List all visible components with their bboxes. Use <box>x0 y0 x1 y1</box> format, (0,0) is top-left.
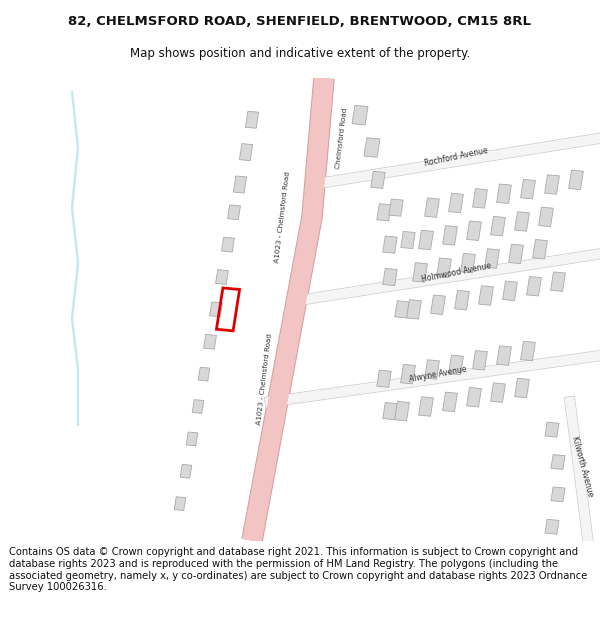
Bar <box>437 258 451 278</box>
Bar <box>395 401 409 421</box>
Bar <box>227 205 241 219</box>
Text: A1023 - Chelmsford Road: A1023 - Chelmsford Road <box>256 332 272 425</box>
Bar <box>515 212 529 231</box>
Bar <box>383 268 397 286</box>
Bar <box>503 281 517 301</box>
Text: Contains OS data © Crown copyright and database right 2021. This information is : Contains OS data © Crown copyright and d… <box>9 548 587 592</box>
Bar <box>180 464 192 478</box>
Bar <box>383 236 397 253</box>
Bar <box>209 302 223 317</box>
Bar <box>467 388 481 407</box>
Bar <box>497 184 511 204</box>
Bar <box>215 269 229 284</box>
Bar <box>245 111 259 128</box>
Bar <box>533 239 547 259</box>
Bar <box>569 170 583 189</box>
Text: 82, CHELMSFORD ROAD, SHENFIELD, BRENTWOOD, CM15 8RL: 82, CHELMSFORD ROAD, SHENFIELD, BRENTWOO… <box>68 16 532 28</box>
Bar <box>389 199 403 216</box>
Bar <box>407 299 421 319</box>
Bar <box>371 171 385 189</box>
Bar <box>431 295 445 314</box>
Bar <box>467 221 481 241</box>
Bar <box>395 301 409 318</box>
Bar <box>449 355 463 374</box>
Bar <box>377 204 391 221</box>
Bar <box>491 216 505 236</box>
Bar <box>545 519 559 534</box>
Bar <box>364 138 380 158</box>
Bar <box>383 402 397 420</box>
Bar <box>485 249 499 268</box>
Bar <box>461 253 475 273</box>
Bar <box>551 454 565 469</box>
Bar <box>203 334 217 349</box>
Bar <box>449 193 463 213</box>
Bar <box>239 144 253 161</box>
Bar <box>192 399 204 413</box>
Bar <box>479 286 493 305</box>
Bar <box>521 341 535 361</box>
Bar <box>443 392 457 412</box>
Text: Rochford Avenue: Rochford Avenue <box>424 146 488 168</box>
Bar <box>539 207 553 227</box>
Text: Chelmsford Road: Chelmsford Road <box>335 107 349 169</box>
Bar <box>515 378 529 398</box>
Bar <box>455 291 469 310</box>
Bar <box>425 360 439 379</box>
Bar <box>551 487 565 502</box>
Bar <box>425 198 439 217</box>
Bar <box>413 262 427 282</box>
Bar <box>401 364 415 384</box>
Bar <box>509 244 523 264</box>
Bar <box>527 276 541 296</box>
Bar <box>551 272 565 291</box>
Bar <box>198 368 210 381</box>
Bar <box>401 231 415 249</box>
Text: Alwyne Avenue: Alwyne Avenue <box>409 364 467 384</box>
Bar <box>497 346 511 366</box>
Bar <box>473 189 487 208</box>
Bar <box>521 179 535 199</box>
Bar <box>186 432 198 446</box>
Bar <box>473 351 487 370</box>
Text: Kilworth Avenue: Kilworth Avenue <box>569 436 595 498</box>
Bar <box>443 226 457 245</box>
Text: Holmwood Avenue: Holmwood Avenue <box>421 261 491 284</box>
Bar <box>419 230 433 250</box>
Text: Map shows position and indicative extent of the property.: Map shows position and indicative extent… <box>130 47 470 59</box>
Bar <box>545 422 559 437</box>
Bar <box>233 176 247 193</box>
Bar <box>217 288 239 331</box>
Bar <box>491 383 505 402</box>
Bar <box>352 106 368 125</box>
Bar <box>377 370 391 388</box>
Bar <box>221 238 235 252</box>
Text: A1023 - Chelmsford Road: A1023 - Chelmsford Road <box>274 171 290 263</box>
Bar <box>545 175 559 194</box>
Bar <box>174 497 186 511</box>
Bar <box>419 397 433 416</box>
